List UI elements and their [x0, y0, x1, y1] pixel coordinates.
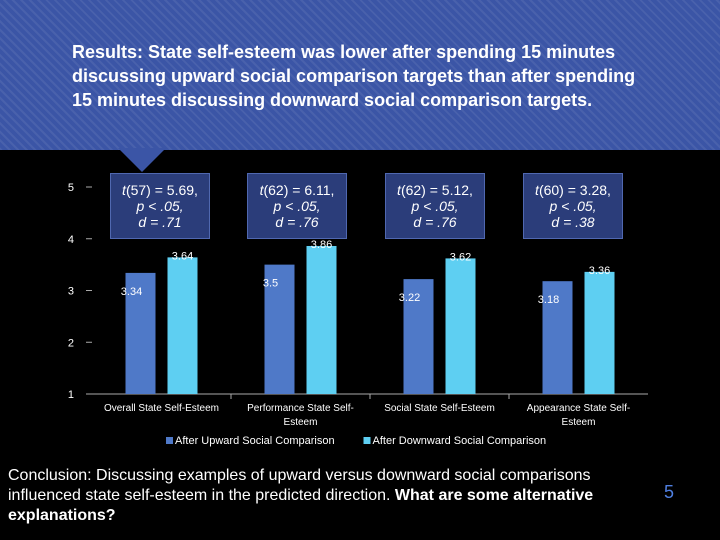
conclusion-text: Conclusion: Discussing examples of upwar…	[8, 466, 618, 526]
stat-t-line: t(62) = 5.12,	[397, 182, 473, 198]
bar-data-label: 3.64	[172, 250, 193, 262]
stat-t-line: t(57) = 5.69,	[122, 182, 198, 198]
stat-d-line: d = .76	[413, 214, 457, 230]
stat-box-overall: t(57) = 5.69, p < .05, d = .71	[110, 173, 210, 239]
y-tick-label: 1	[68, 389, 74, 401]
bar-data-label: 3.62	[450, 251, 471, 263]
stat-p-line: p < .05,	[273, 198, 321, 214]
bar-upward	[125, 272, 156, 394]
bar-upward	[403, 279, 434, 394]
bar-upward	[542, 281, 573, 394]
bar-upward	[264, 264, 295, 394]
stat-p-line: p < .05,	[136, 198, 184, 214]
x-category-label: Appearance State Self-	[527, 403, 630, 414]
stat-d-line: d = .76	[275, 214, 319, 230]
stat-box-social: t(62) = 5.12, p < .05, d = .76	[385, 173, 485, 239]
x-category-label: Esteem	[562, 417, 596, 428]
bar-downward	[584, 271, 615, 394]
conclusion-question: What are some alternative explanations?	[8, 487, 594, 524]
bar-data-label: 3.34	[121, 286, 142, 298]
stat-t-line: t(60) = 3.28,	[535, 182, 611, 198]
y-tick-label: 4	[68, 234, 74, 246]
conclusion-statement: Conclusion: Discussing examples of upwar…	[8, 467, 591, 504]
stat-d-line: d = .38	[551, 214, 595, 230]
bar-chart: 1 2 3 4 5 Overall State Self-Esteem 3.34 3.64 Pe…	[68, 182, 648, 447]
legend-label: After Downward Social Comparison	[373, 435, 547, 447]
slide-title: Results: State self-esteem was lower aft…	[72, 42, 636, 110]
y-tick-label: 2	[68, 337, 74, 349]
bar-data-label: 3.86	[311, 239, 332, 251]
x-category-label: Performance State Self-	[247, 403, 354, 414]
y-tick-label: 5	[68, 182, 74, 194]
bar-downward	[306, 245, 337, 394]
bar-data-label: 3.22	[399, 292, 420, 304]
callout-pointer	[118, 148, 166, 172]
bar-downward	[167, 257, 198, 394]
stat-box-performance: t(62) = 6.11, p < .05, d = .76	[247, 173, 347, 239]
stat-d-line: d = .71	[138, 214, 182, 230]
x-category-label: Esteem	[284, 417, 318, 428]
legend-swatch-downward	[363, 437, 371, 444]
stat-p-line: p < .05,	[411, 198, 459, 214]
stat-t-line: t(62) = 6.11,	[259, 182, 335, 198]
stat-p-line: p < .05,	[549, 198, 597, 214]
bar-data-label: 3.5	[263, 278, 278, 290]
bar-data-label: 3.18	[538, 294, 559, 306]
legend-swatch-upward	[166, 437, 173, 444]
page-number: 5	[664, 482, 675, 502]
y-tick-label: 3	[68, 286, 74, 298]
bar-downward	[445, 258, 476, 394]
bar-data-label: 3.36	[589, 265, 610, 277]
x-category-label: Overall State Self-Esteem	[104, 403, 219, 414]
title-banner: Results: State self-esteem was lower aft…	[0, 0, 720, 150]
legend-label: After Upward Social Comparison	[175, 435, 335, 447]
stat-box-appearance: t(60) = 3.28, p < .05, d = .38	[523, 173, 623, 239]
x-category-label: Social State Self-Esteem	[384, 403, 495, 414]
